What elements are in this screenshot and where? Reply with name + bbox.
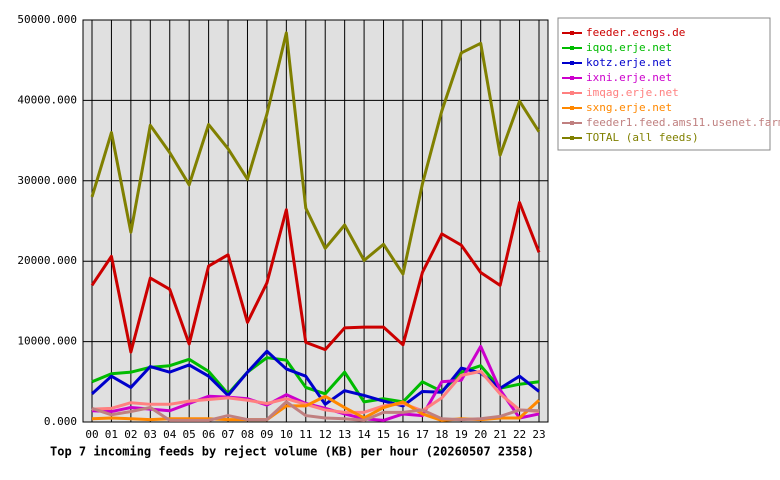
legend-dot xyxy=(570,91,574,95)
x-tick-label: 11 xyxy=(299,428,312,441)
x-tick-label: 07 xyxy=(221,428,234,441)
y-tick-label: 10000.000 xyxy=(17,335,77,348)
series-line xyxy=(91,400,540,422)
legend-label: feeder1.feed.ams11.usenet.farm xyxy=(586,116,780,129)
x-tick-label: 13 xyxy=(338,428,351,441)
legend-label: ixni.erje.net xyxy=(586,71,672,84)
x-tick-label: 22 xyxy=(513,428,526,441)
x-tick-label: 06 xyxy=(202,428,215,441)
x-tick-label: 15 xyxy=(377,428,390,441)
x-tick-label: 18 xyxy=(435,428,448,441)
x-tick-label: 10 xyxy=(280,428,293,441)
legend-label: kotz.erje.net xyxy=(586,56,672,69)
x-tick-label: 09 xyxy=(260,428,273,441)
y-tick-label: 40000.000 xyxy=(17,93,77,106)
legend-dot xyxy=(570,61,574,65)
y-tick-label: 20000.000 xyxy=(17,254,77,267)
x-tick-label: 17 xyxy=(416,428,429,441)
legend-dot xyxy=(570,31,574,35)
series-line xyxy=(90,201,541,354)
y-tick-label: 0.000 xyxy=(44,415,77,428)
x-tick-label: 12 xyxy=(319,428,332,441)
legend-dot xyxy=(570,136,574,140)
y-tick-label: 50000.000 xyxy=(17,13,77,26)
x-tick-label: 21 xyxy=(494,428,507,441)
legend-label: iqoq.erje.net xyxy=(586,41,672,54)
x-tick-label: 16 xyxy=(396,428,409,441)
y-tick-label: 30000.000 xyxy=(17,174,77,187)
x-tick-label: 02 xyxy=(124,428,137,441)
legend-dot xyxy=(570,46,574,50)
x-tick-label: 01 xyxy=(105,428,118,441)
series-line xyxy=(91,369,540,414)
legend-label: TOTAL (all feeds) xyxy=(586,131,699,144)
x-tick-label: 08 xyxy=(241,428,254,441)
legend-box xyxy=(557,17,771,151)
x-tick-label: 05 xyxy=(183,428,196,441)
legend-dot xyxy=(570,76,574,80)
legend-label: feeder.ecngs.de xyxy=(586,26,685,39)
x-tick-label: 00 xyxy=(85,428,98,441)
plot-area xyxy=(82,19,549,423)
legend-dot xyxy=(570,106,574,110)
chart-title: Top 7 incoming feeds by reject volume (K… xyxy=(50,445,534,459)
series-line xyxy=(90,349,540,408)
series-line xyxy=(90,31,541,276)
x-tick-label: 19 xyxy=(455,428,468,441)
x-tick-label: 14 xyxy=(357,428,371,441)
x-tick-label: 23 xyxy=(532,428,545,441)
legend-label: imqag.erje.net xyxy=(586,86,679,99)
legend-dot xyxy=(570,121,574,125)
legend-label: sxng.erje.net xyxy=(586,101,672,114)
x-tick-label: 20 xyxy=(474,428,487,441)
x-tick-label: 03 xyxy=(144,428,157,441)
x-tick-label: 04 xyxy=(163,428,177,441)
